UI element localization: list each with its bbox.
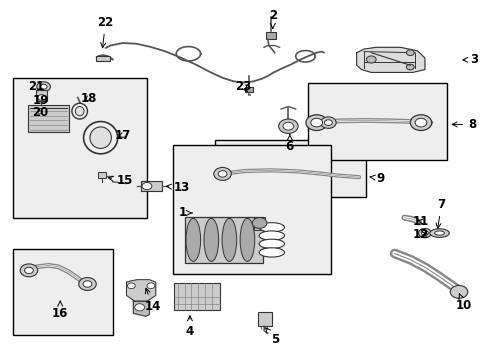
Circle shape — [38, 111, 41, 113]
Text: 9: 9 — [369, 172, 384, 185]
Ellipse shape — [72, 103, 87, 119]
Ellipse shape — [185, 219, 200, 261]
Circle shape — [218, 171, 226, 177]
Circle shape — [366, 56, 375, 63]
Text: 5: 5 — [265, 328, 279, 346]
Circle shape — [449, 285, 467, 298]
Text: 22: 22 — [97, 16, 113, 48]
Ellipse shape — [203, 219, 218, 261]
Text: 16: 16 — [52, 301, 68, 320]
Bar — [172, 145, 330, 274]
Ellipse shape — [259, 239, 284, 248]
Bar — [36, 90, 47, 101]
Ellipse shape — [429, 229, 448, 237]
Circle shape — [142, 183, 152, 190]
Bar — [184, 217, 263, 263]
Text: 12: 12 — [412, 228, 428, 241]
Text: 11: 11 — [412, 215, 428, 228]
Text: 19: 19 — [32, 94, 49, 107]
Circle shape — [310, 118, 322, 127]
Bar — [254, 217, 264, 230]
Circle shape — [40, 84, 47, 89]
Ellipse shape — [259, 231, 284, 240]
Bar — [27, 105, 69, 132]
Bar — [257, 312, 272, 326]
Ellipse shape — [240, 219, 254, 261]
Bar — [13, 249, 113, 335]
Text: 15: 15 — [108, 174, 133, 187]
Circle shape — [278, 119, 298, 134]
Bar — [141, 181, 161, 192]
Circle shape — [409, 115, 431, 131]
Ellipse shape — [222, 219, 236, 261]
Text: 13: 13 — [166, 181, 190, 194]
Text: 20: 20 — [33, 106, 49, 119]
Bar — [266, 32, 276, 40]
Bar — [13, 78, 147, 218]
Ellipse shape — [83, 122, 118, 154]
Text: 2: 2 — [268, 9, 276, 28]
Bar — [245, 87, 253, 92]
Circle shape — [37, 82, 50, 92]
Polygon shape — [126, 280, 156, 301]
Circle shape — [213, 167, 231, 180]
Bar — [215, 140, 366, 197]
Circle shape — [35, 109, 44, 115]
Circle shape — [135, 304, 144, 311]
Text: 1: 1 — [178, 207, 192, 220]
Circle shape — [252, 218, 266, 228]
Circle shape — [320, 117, 335, 129]
Text: 23: 23 — [235, 80, 251, 93]
Circle shape — [79, 278, 96, 291]
Text: 10: 10 — [455, 293, 471, 312]
Circle shape — [421, 230, 427, 235]
Text: 17: 17 — [114, 129, 130, 142]
Circle shape — [305, 115, 327, 131]
Text: 21: 21 — [28, 80, 44, 93]
Circle shape — [414, 118, 426, 127]
Circle shape — [20, 264, 38, 277]
Bar — [307, 83, 446, 160]
Text: 4: 4 — [185, 316, 194, 338]
Text: 3: 3 — [462, 53, 478, 66]
Ellipse shape — [434, 231, 444, 235]
Circle shape — [83, 281, 92, 287]
Polygon shape — [356, 47, 424, 72]
Circle shape — [24, 267, 33, 274]
Circle shape — [147, 283, 155, 289]
Bar — [98, 172, 105, 178]
Circle shape — [406, 50, 413, 55]
Ellipse shape — [90, 127, 111, 148]
Circle shape — [283, 122, 293, 130]
Circle shape — [38, 95, 45, 100]
Circle shape — [418, 228, 430, 238]
Bar — [173, 283, 220, 310]
Text: 8: 8 — [451, 118, 475, 131]
Text: 14: 14 — [144, 288, 161, 313]
Text: 18: 18 — [80, 92, 97, 105]
Circle shape — [406, 64, 413, 70]
Polygon shape — [133, 301, 149, 316]
Text: 6: 6 — [285, 135, 293, 153]
Text: 7: 7 — [435, 198, 445, 228]
Ellipse shape — [259, 223, 284, 232]
Circle shape — [324, 120, 331, 126]
Ellipse shape — [259, 248, 284, 257]
Circle shape — [127, 283, 135, 289]
Bar — [96, 55, 110, 61]
Ellipse shape — [75, 107, 84, 116]
